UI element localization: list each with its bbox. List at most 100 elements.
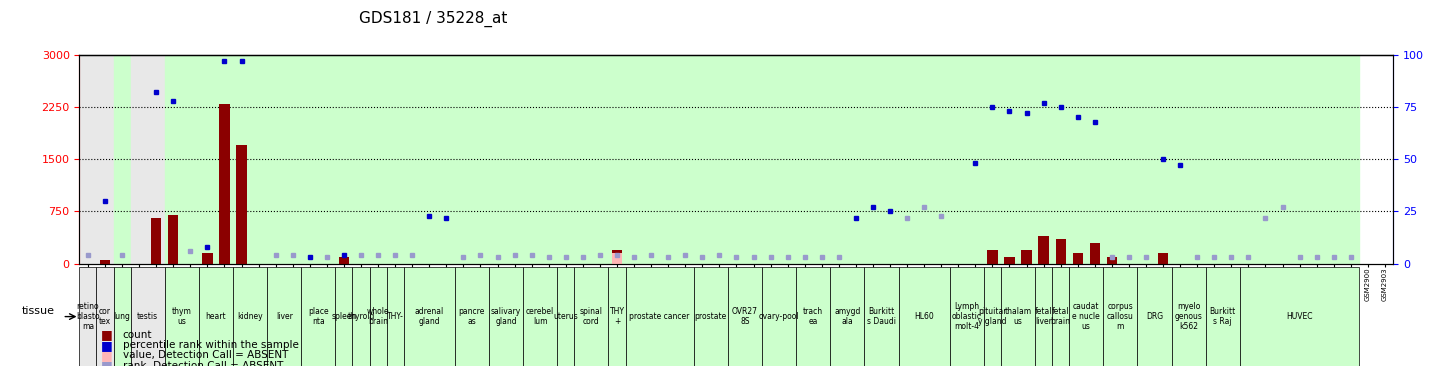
- Text: thym
us: thym us: [172, 307, 192, 326]
- Bar: [455, 55, 490, 264]
- Bar: [1090, 243, 1100, 264]
- FancyBboxPatch shape: [1240, 267, 1359, 366]
- FancyBboxPatch shape: [1138, 267, 1171, 366]
- Text: OVR27
8S: OVR27 8S: [732, 307, 758, 326]
- Bar: [830, 55, 865, 264]
- Bar: [152, 218, 162, 264]
- FancyBboxPatch shape: [728, 267, 762, 366]
- Bar: [1106, 257, 1118, 264]
- Text: salivary
gland: salivary gland: [491, 307, 521, 326]
- Text: whole
brain: whole brain: [367, 307, 390, 326]
- Bar: [557, 55, 575, 264]
- FancyBboxPatch shape: [232, 267, 267, 366]
- Text: THY
+: THY +: [609, 307, 624, 326]
- Bar: [100, 260, 110, 264]
- Text: liver: liver: [276, 312, 293, 321]
- Text: prostate: prostate: [695, 312, 726, 321]
- Text: Lymph
oblastic
molt-4: Lymph oblastic molt-4: [952, 302, 982, 332]
- Text: fetal
liver: fetal liver: [1035, 307, 1053, 326]
- Text: THY-: THY-: [387, 312, 403, 321]
- FancyBboxPatch shape: [898, 267, 950, 366]
- FancyBboxPatch shape: [523, 267, 557, 366]
- FancyBboxPatch shape: [114, 267, 130, 366]
- FancyBboxPatch shape: [267, 267, 302, 366]
- Bar: [1103, 55, 1138, 264]
- Text: spleen: spleen: [331, 312, 357, 321]
- Text: percentile rank within the sample: percentile rank within the sample: [123, 340, 299, 350]
- FancyBboxPatch shape: [557, 267, 575, 366]
- Bar: [1035, 55, 1053, 264]
- Text: myelo
genous
k562: myelo genous k562: [1175, 302, 1203, 332]
- Bar: [199, 55, 232, 264]
- Bar: [97, 55, 114, 264]
- Text: Burkitt
s Daudi: Burkitt s Daudi: [866, 307, 895, 326]
- FancyBboxPatch shape: [1171, 267, 1206, 366]
- Text: amygd
ala: amygd ala: [835, 307, 861, 326]
- Bar: [728, 55, 762, 264]
- Text: rank, Detection Call = ABSENT: rank, Detection Call = ABSENT: [123, 361, 283, 366]
- FancyBboxPatch shape: [352, 267, 370, 366]
- Text: cor
tex: cor tex: [100, 307, 111, 326]
- FancyBboxPatch shape: [490, 267, 523, 366]
- FancyBboxPatch shape: [165, 267, 199, 366]
- FancyBboxPatch shape: [79, 267, 97, 366]
- Text: heart: heart: [205, 312, 227, 321]
- FancyBboxPatch shape: [1206, 267, 1240, 366]
- Bar: [1240, 55, 1359, 264]
- FancyBboxPatch shape: [97, 267, 114, 366]
- Text: ■: ■: [101, 349, 113, 362]
- Bar: [219, 104, 230, 264]
- Bar: [612, 253, 622, 264]
- Text: trach
ea: trach ea: [803, 307, 823, 326]
- Bar: [352, 55, 370, 264]
- Text: fetal
brain: fetal brain: [1051, 307, 1070, 326]
- Bar: [1001, 55, 1035, 264]
- Text: tissue: tissue: [22, 306, 55, 316]
- Text: count: count: [123, 330, 152, 340]
- Text: kidney: kidney: [237, 312, 263, 321]
- Bar: [988, 250, 998, 264]
- Text: ■: ■: [101, 328, 113, 341]
- FancyBboxPatch shape: [1053, 267, 1069, 366]
- Bar: [1158, 253, 1168, 264]
- FancyBboxPatch shape: [608, 267, 625, 366]
- FancyBboxPatch shape: [625, 267, 693, 366]
- Text: ■: ■: [101, 359, 113, 366]
- Bar: [762, 55, 796, 264]
- Bar: [1069, 55, 1103, 264]
- FancyBboxPatch shape: [950, 267, 983, 366]
- Bar: [1021, 250, 1031, 264]
- Bar: [267, 55, 302, 264]
- FancyBboxPatch shape: [370, 267, 387, 366]
- Text: place
nta: place nta: [308, 307, 329, 326]
- Bar: [130, 55, 165, 264]
- Text: GDS181 / 35228_at: GDS181 / 35228_at: [360, 11, 507, 27]
- FancyBboxPatch shape: [796, 267, 830, 366]
- Bar: [796, 55, 830, 264]
- FancyBboxPatch shape: [335, 267, 352, 366]
- Text: testis: testis: [137, 312, 159, 321]
- FancyBboxPatch shape: [693, 267, 728, 366]
- Text: pituitar
y gland: pituitar y gland: [978, 307, 1006, 326]
- Text: corpus
callosu
m: corpus callosu m: [1108, 302, 1134, 332]
- Bar: [865, 55, 898, 264]
- Bar: [523, 55, 557, 264]
- FancyBboxPatch shape: [1103, 267, 1138, 366]
- Text: HL60: HL60: [914, 312, 934, 321]
- Bar: [490, 55, 523, 264]
- Bar: [237, 145, 247, 264]
- Bar: [1056, 239, 1066, 264]
- Bar: [79, 55, 97, 264]
- Bar: [1038, 236, 1048, 264]
- Bar: [387, 55, 404, 264]
- Bar: [898, 55, 950, 264]
- Text: ovary-pool: ovary-pool: [758, 312, 800, 321]
- Bar: [202, 253, 212, 264]
- Bar: [1138, 55, 1171, 264]
- Text: Burkitt
s Raj: Burkitt s Raj: [1210, 307, 1236, 326]
- Text: thalam
us: thalam us: [1005, 307, 1031, 326]
- Bar: [232, 55, 267, 264]
- Text: HUVEC: HUVEC: [1287, 312, 1313, 321]
- Bar: [302, 55, 335, 264]
- Bar: [693, 55, 728, 264]
